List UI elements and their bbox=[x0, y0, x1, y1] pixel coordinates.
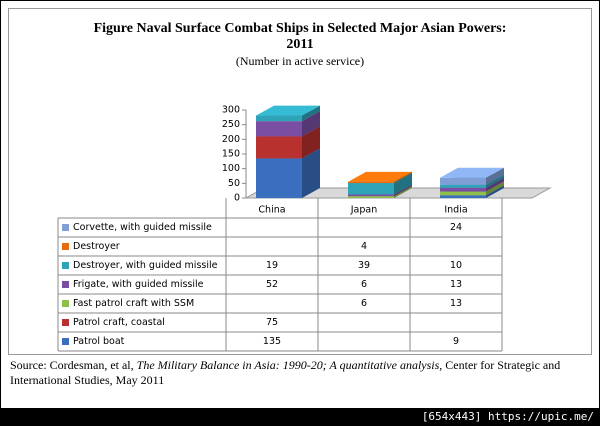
watermark-bar bbox=[0, 408, 600, 426]
bar-side bbox=[486, 185, 504, 198]
table-value: 52 bbox=[266, 279, 278, 290]
bar-side bbox=[486, 174, 504, 188]
y-tick-label: 300 bbox=[222, 105, 240, 116]
bar-side bbox=[302, 126, 320, 159]
y-tick-label: 150 bbox=[222, 149, 240, 160]
source-text: Source: Cordesman, et al, bbox=[10, 358, 137, 372]
bar bbox=[440, 187, 486, 192]
table-value: 4 bbox=[361, 241, 367, 252]
table-value: 135 bbox=[263, 336, 281, 347]
x-tick-label: India bbox=[444, 205, 467, 216]
legend-key bbox=[62, 338, 69, 345]
bar bbox=[256, 121, 302, 137]
bar-top bbox=[440, 167, 504, 178]
source-text: , Center for Strategic and International… bbox=[10, 358, 561, 387]
y-tick-label: 250 bbox=[222, 119, 240, 130]
bar bbox=[256, 115, 302, 122]
y-tick-label: 200 bbox=[222, 134, 240, 145]
bar-side bbox=[394, 184, 412, 197]
bar bbox=[440, 191, 486, 196]
table-value: 24 bbox=[450, 222, 462, 233]
bar bbox=[348, 194, 394, 197]
bar-top bbox=[256, 105, 320, 116]
watermark: [654x443] https://upic.me/ bbox=[422, 410, 594, 423]
bar bbox=[440, 177, 486, 185]
legend-label: Corvette, with guided missile bbox=[73, 222, 212, 233]
bar bbox=[348, 183, 394, 195]
legend-key bbox=[62, 281, 69, 288]
legend-label: Patrol boat bbox=[73, 336, 125, 347]
x-tick-label: China bbox=[258, 205, 285, 216]
legend-key bbox=[62, 300, 69, 307]
bar bbox=[348, 181, 394, 184]
table-value: 6 bbox=[361, 298, 367, 309]
chart-title: Figure Naval Surface Combat Ships in Sel… bbox=[94, 21, 507, 52]
legend-key bbox=[62, 224, 69, 231]
legend-key bbox=[62, 262, 69, 269]
bar-side bbox=[302, 148, 320, 198]
legend-label: Fast patrol craft with SSM bbox=[73, 298, 194, 309]
legend-key bbox=[62, 243, 69, 250]
table-value: 9 bbox=[453, 336, 459, 347]
bar-side bbox=[302, 111, 320, 137]
table-value: 39 bbox=[358, 260, 370, 271]
bar-side bbox=[394, 186, 412, 198]
bar-side bbox=[394, 171, 412, 184]
bar-side bbox=[394, 173, 412, 195]
x-tick-label: Japan bbox=[350, 205, 378, 216]
bar-side bbox=[486, 167, 504, 185]
bar bbox=[256, 136, 302, 159]
bar bbox=[440, 184, 486, 188]
bar-top bbox=[348, 171, 412, 182]
y-tick-label: 100 bbox=[222, 163, 240, 174]
source-note: Source: Cordesman, et al, The Military B… bbox=[10, 358, 590, 388]
bar bbox=[348, 196, 394, 198]
legend-label: Patrol craft, coastal bbox=[73, 317, 165, 328]
legend-label: Destroyer bbox=[73, 241, 120, 252]
table-value: 10 bbox=[450, 260, 462, 271]
table-value: 19 bbox=[266, 260, 278, 271]
y-tick-label: 50 bbox=[228, 178, 240, 189]
table-value: 75 bbox=[266, 317, 278, 328]
bar-side bbox=[486, 177, 504, 192]
legend-key bbox=[62, 319, 69, 326]
table-value: 6 bbox=[361, 279, 367, 290]
y-tick-label: 0 bbox=[234, 193, 240, 204]
table-value: 13 bbox=[450, 279, 462, 290]
source-title: The Military Balance in Asia: 1990-20; A… bbox=[136, 358, 440, 372]
table-value: 13 bbox=[450, 298, 462, 309]
chart-subtitle: (Number in active service) bbox=[236, 54, 364, 68]
legend-label: Destroyer, with guided missile bbox=[73, 260, 218, 271]
bar-side bbox=[486, 181, 504, 196]
bar bbox=[256, 158, 302, 198]
legend-label: Frigate, with guided missile bbox=[73, 279, 204, 290]
bar bbox=[440, 195, 486, 198]
bar-side bbox=[302, 105, 320, 122]
